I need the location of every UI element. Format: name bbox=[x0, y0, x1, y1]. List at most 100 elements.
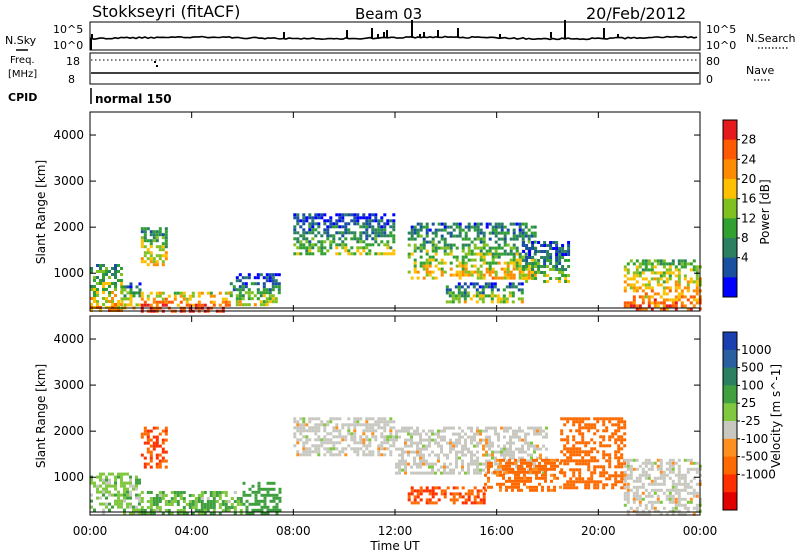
power-cell bbox=[308, 252, 312, 256]
velocity-cell bbox=[535, 464, 538, 468]
power-cell bbox=[479, 255, 483, 259]
velocity-cell bbox=[299, 426, 303, 430]
velocity-cell bbox=[389, 444, 393, 448]
power-cell bbox=[546, 256, 550, 259]
velocity-cell bbox=[108, 484, 111, 488]
power-cell bbox=[531, 274, 535, 277]
velocity-cell bbox=[523, 467, 526, 471]
velocity-cell bbox=[544, 479, 547, 483]
power-cell bbox=[518, 234, 522, 238]
velocity-cell bbox=[641, 512, 645, 516]
velocity-cell bbox=[455, 498, 459, 502]
power-cell bbox=[469, 282, 473, 286]
power-cell bbox=[326, 225, 330, 229]
velocity-cell bbox=[320, 420, 324, 424]
velocity-cell bbox=[514, 479, 517, 483]
velocity-cell bbox=[452, 468, 455, 472]
velocity-cell bbox=[569, 480, 573, 484]
freq-panel-frame bbox=[89, 52, 701, 85]
power-cell bbox=[506, 267, 510, 271]
velocity-cell bbox=[602, 450, 606, 454]
velocity-cell bbox=[389, 429, 393, 433]
power-cell bbox=[512, 252, 516, 256]
velocity-cell bbox=[194, 506, 198, 509]
velocity-cell bbox=[146, 432, 150, 436]
power-cell bbox=[461, 270, 465, 274]
velocity-cell bbox=[623, 491, 627, 495]
power-cell bbox=[326, 228, 330, 232]
power-cell bbox=[374, 237, 378, 241]
velocity-cell bbox=[398, 459, 401, 463]
velocity-cell bbox=[623, 432, 627, 436]
power-cell bbox=[623, 289, 627, 293]
velocity-cell bbox=[677, 494, 681, 498]
velocity-cell bbox=[209, 500, 213, 503]
power-cell bbox=[368, 225, 372, 229]
power-cell bbox=[692, 259, 696, 263]
velocity-cell bbox=[344, 423, 348, 427]
power-cell bbox=[522, 268, 526, 271]
power-cell bbox=[638, 271, 642, 275]
velocity-cell bbox=[509, 456, 512, 460]
power-cell bbox=[543, 274, 547, 277]
power-cell bbox=[176, 291, 180, 295]
power-cell bbox=[464, 264, 468, 268]
power-cell bbox=[671, 262, 675, 266]
power-cell bbox=[356, 237, 360, 241]
power-cell bbox=[488, 249, 492, 253]
velocity-cell bbox=[263, 511, 267, 515]
velocity-cell bbox=[647, 509, 651, 513]
velocity-cell bbox=[392, 420, 396, 424]
velocity-cell bbox=[362, 432, 366, 436]
power-cell bbox=[555, 244, 559, 247]
power-cell bbox=[683, 265, 687, 269]
power-cell bbox=[161, 291, 165, 295]
velocity-cell bbox=[455, 444, 458, 448]
power-cell bbox=[476, 222, 480, 226]
power-cell bbox=[561, 271, 565, 274]
power-cell bbox=[96, 291, 99, 294]
power-cell bbox=[524, 252, 528, 256]
velocity-cell bbox=[326, 450, 330, 454]
power-cell bbox=[120, 273, 123, 276]
velocity-cell bbox=[102, 508, 105, 512]
velocity-cell bbox=[608, 435, 612, 439]
velocity-cell bbox=[120, 499, 123, 503]
velocity-cell bbox=[596, 483, 600, 487]
power-cell bbox=[256, 297, 260, 301]
velocity-cell bbox=[593, 423, 597, 427]
power-cell bbox=[392, 249, 396, 253]
velocity-cell bbox=[512, 441, 515, 445]
power-cell bbox=[413, 267, 417, 271]
power-cell bbox=[485, 252, 489, 256]
power-cell bbox=[531, 277, 535, 280]
velocity-cell bbox=[578, 453, 582, 457]
velocity-cell bbox=[695, 503, 699, 507]
power-cell bbox=[293, 216, 297, 220]
velocity-cell bbox=[677, 491, 681, 495]
velocity-cell bbox=[692, 491, 696, 495]
velocity-cell bbox=[359, 435, 363, 439]
velocity-cell bbox=[623, 420, 627, 424]
power-cell bbox=[320, 234, 324, 238]
velocity-cell bbox=[496, 473, 499, 477]
velocity-cell bbox=[314, 438, 318, 442]
velocity-cell bbox=[502, 473, 505, 477]
velocity-cell bbox=[138, 496, 141, 500]
power-cell bbox=[494, 276, 498, 280]
power-cell bbox=[129, 303, 133, 307]
velocity-cell bbox=[593, 459, 597, 463]
velocity-cell bbox=[335, 453, 339, 457]
velocity-cell bbox=[590, 477, 594, 481]
velocity-cell bbox=[464, 438, 467, 442]
power-cell bbox=[635, 280, 639, 284]
power-cell bbox=[455, 246, 459, 250]
power-cell bbox=[271, 300, 275, 304]
velocity-cell bbox=[317, 444, 321, 448]
power-cell bbox=[140, 230, 144, 234]
velocity-cell bbox=[563, 423, 567, 427]
power-cell bbox=[537, 271, 541, 274]
power-cell bbox=[475, 282, 479, 286]
power-cell bbox=[152, 260, 156, 264]
power-cell bbox=[561, 253, 565, 256]
